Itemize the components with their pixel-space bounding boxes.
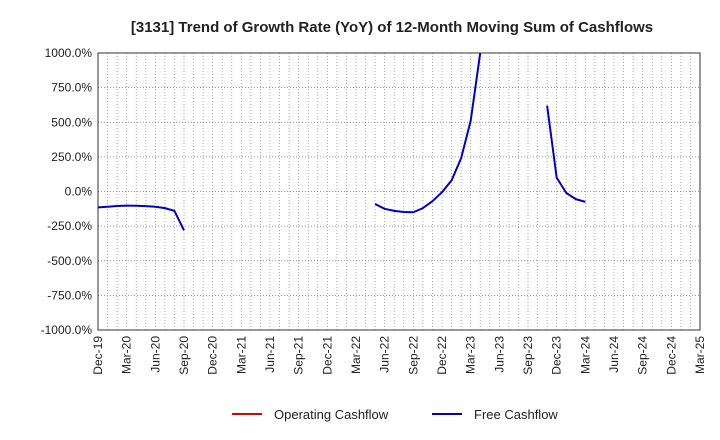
x-tick-label: Dec-22 [435, 336, 449, 375]
y-tick-label: -250.0% [47, 219, 92, 233]
y-tick-label: -1000.0% [41, 323, 93, 337]
x-tick-label: Mar-24 [578, 336, 592, 374]
y-tick-label: -750.0% [47, 288, 92, 302]
x-tick-label: Sep-24 [636, 336, 650, 375]
series-lines [98, 53, 586, 231]
x-axis: Dec-19 Mar-20 Jun-20 Sep-20 Dec-20 Mar-21 Jun-… [91, 336, 707, 375]
gridlines [98, 53, 700, 330]
y-tick-label: 1000.0% [45, 46, 93, 60]
series-line-free-cashflow [98, 204, 185, 231]
plot-area [97, 52, 701, 331]
x-tick-label: Jun-24 [607, 336, 621, 373]
series-line-free-cashflow [546, 105, 586, 203]
legend-label: Operating Cashflow [274, 407, 389, 422]
x-tick-label: Sep-23 [521, 336, 535, 375]
x-tick-label: Jun-22 [378, 336, 392, 373]
x-tick-label: Sep-20 [177, 336, 191, 375]
legend-label: Free Cashflow [474, 407, 558, 422]
x-tick-label: Jun-21 [263, 336, 277, 373]
x-tick-label: Dec-19 [91, 336, 105, 375]
legend: Operating Cashflow Free Cashflow [232, 407, 558, 422]
y-tick-label: -500.0% [47, 254, 92, 268]
x-tick-label: Sep-22 [406, 336, 420, 375]
x-tick-label: Dec-24 [664, 336, 678, 375]
chart-title: [3131] Trend of Growth Rate (YoY) of 12-… [131, 19, 653, 36]
x-tick-label: Dec-20 [206, 336, 220, 375]
x-tick-label: Dec-23 [550, 336, 564, 375]
y-tick-label: 500.0% [51, 115, 92, 129]
x-tick-label: Sep-21 [292, 336, 306, 375]
x-tick-label: Mar-25 [693, 336, 707, 374]
x-tick-label: Mar-20 [120, 336, 134, 374]
x-tick-label: Mar-23 [464, 336, 478, 374]
x-tick-label: Dec-21 [320, 336, 334, 375]
y-axis: -1000.0% -750.0% -500.0% -250.0% 0.0% 250.0% 5… [41, 46, 93, 337]
x-tick-label: Mar-22 [349, 336, 363, 374]
y-tick-label: 250.0% [51, 150, 92, 164]
series-line-free-cashflow [374, 53, 482, 214]
x-tick-label: Jun-23 [492, 336, 506, 373]
y-tick-label: 750.0% [51, 81, 92, 95]
x-tick-label: Mar-21 [234, 336, 248, 374]
y-tick-label: 0.0% [65, 185, 93, 199]
x-tick-label: Jun-20 [148, 336, 162, 373]
